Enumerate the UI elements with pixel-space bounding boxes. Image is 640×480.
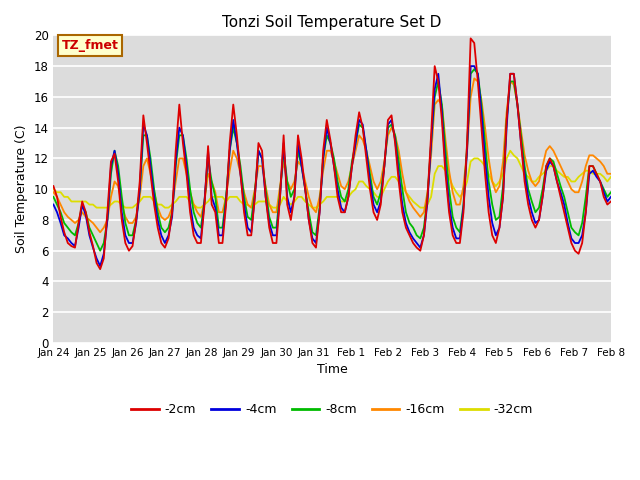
Y-axis label: Soil Temperature (C): Soil Temperature (C)	[15, 125, 28, 253]
Legend: -2cm, -4cm, -8cm, -16cm, -32cm: -2cm, -4cm, -8cm, -16cm, -32cm	[126, 398, 538, 421]
Title: Tonzi Soil Temperature Set D: Tonzi Soil Temperature Set D	[223, 15, 442, 30]
Text: TZ_fmet: TZ_fmet	[62, 39, 118, 52]
X-axis label: Time: Time	[317, 363, 348, 376]
